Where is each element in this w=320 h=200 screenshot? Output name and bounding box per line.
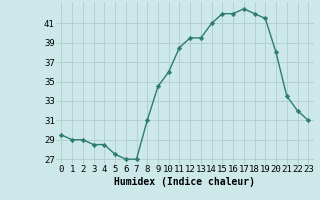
X-axis label: Humidex (Indice chaleur): Humidex (Indice chaleur): [114, 177, 255, 187]
